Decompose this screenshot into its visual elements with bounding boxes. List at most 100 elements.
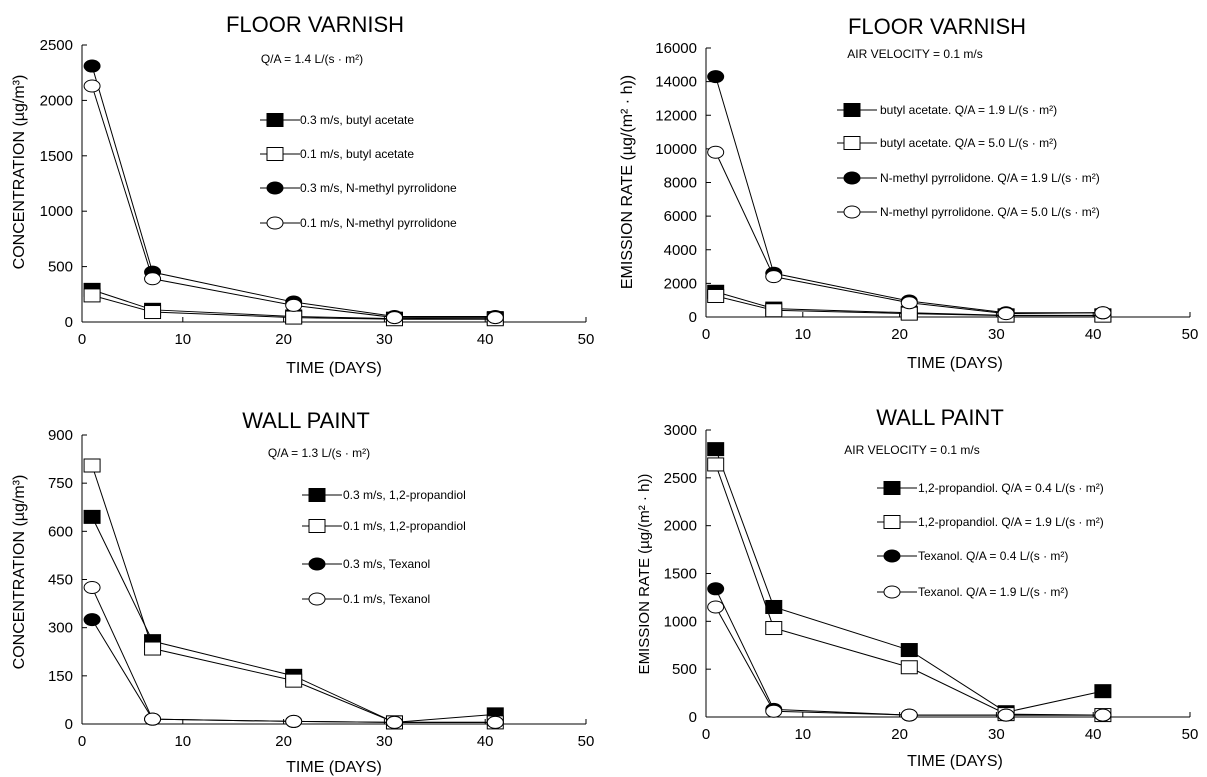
legend-marker [843, 171, 861, 185]
x-tick-label: 50 [578, 331, 595, 348]
x-tick-label: 40 [1085, 326, 1102, 343]
x-tick-label: 30 [988, 726, 1005, 743]
data-point [900, 643, 918, 658]
data-point [1094, 306, 1112, 320]
data-point [900, 660, 918, 675]
x-axis-label: TIME (DAYS) [286, 759, 382, 776]
data-point [997, 708, 1015, 722]
legend-label: 0.3 m/s, butyl acetate [300, 113, 414, 127]
y-tick-label: 300 [48, 620, 73, 637]
legend-marker [266, 113, 284, 127]
x-tick-label: 20 [891, 726, 908, 743]
y-tick-label: 12000 [655, 107, 697, 124]
y-tick-label: 1000 [40, 203, 73, 220]
legend-label: butyl acetate. Q/A = 1.9 L/(s · m²) [880, 103, 1057, 117]
y-tick-label: 150 [48, 668, 73, 685]
legend-label: butyl acetate. Q/A = 5.0 L/(s · m²) [880, 136, 1057, 150]
x-axis-label: TIME (DAYS) [907, 355, 1003, 372]
data-point [83, 509, 101, 524]
legend-label: Texanol. Q/A = 1.9 L/(s · m²) [918, 585, 1068, 599]
data-point [144, 641, 162, 656]
data-point [765, 704, 783, 718]
y-tick-label: 500 [48, 259, 73, 276]
data-point [765, 270, 783, 284]
data-point [486, 715, 504, 729]
data-point [83, 613, 101, 627]
legend-marker [308, 557, 326, 571]
y-tick-label: 0 [689, 709, 697, 726]
legend-marker [883, 481, 901, 495]
chart-subtitle: Q/A = 1.3 L/(s · m²) [268, 446, 370, 460]
legend-label: 0.3 m/s, Texanol [343, 557, 430, 571]
chart-subtitle: AIR VELOCITY = 0.1 m/s [847, 47, 983, 61]
chart-title: WALL PAINT [242, 408, 370, 433]
panel-wall-paint-emission: WALL PAINT AIR VELOCITY = 0.1 m/s TIME (… [636, 405, 1198, 770]
y-tick-label: 4000 [664, 242, 697, 259]
data-point [707, 288, 725, 303]
chart-subtitle: AIR VELOCITY = 0.1 m/s [844, 443, 980, 457]
legend-marker [883, 585, 901, 599]
data-point [707, 600, 725, 614]
data-point [707, 70, 725, 84]
y-tick-label: 14000 [655, 74, 697, 91]
x-axis-label: TIME (DAYS) [286, 360, 382, 377]
data-point [285, 298, 303, 312]
legend-marker [843, 205, 861, 219]
legend-marker [308, 592, 326, 606]
data-point [707, 145, 725, 159]
x-axis-label: TIME (DAYS) [907, 753, 1003, 770]
x-tick-label: 10 [794, 726, 811, 743]
x-tick-label: 10 [174, 733, 191, 750]
x-tick-label: 10 [174, 331, 191, 348]
legend-marker [308, 519, 326, 533]
x-tick-label: 50 [578, 733, 595, 750]
data-point [83, 458, 101, 473]
plot-area: 0 10 20 30 40 500500100015002000250030001,2-p… [664, 422, 1199, 743]
x-tick-label: 50 [1182, 326, 1199, 343]
data-point [285, 673, 303, 688]
x-tick-label: 20 [275, 331, 292, 348]
y-tick-label: 2500 [40, 37, 73, 54]
x-tick-label: 30 [988, 326, 1005, 343]
legend-label: N-methyl pyrrolidone. Q/A = 5.0 L/(s · m… [880, 205, 1100, 219]
legend-marker [843, 103, 861, 117]
y-tick-label: 6000 [664, 208, 697, 225]
data-point [486, 311, 504, 325]
x-tick-label: 0 [702, 726, 710, 743]
y-tick-label: 2000 [40, 92, 73, 109]
chart-title: FLOOR VARNISH [848, 14, 1026, 39]
y-tick-label: 450 [48, 572, 73, 589]
y-axis-label: CONCENTRATION (µg/m³) [11, 475, 28, 670]
data-point [285, 310, 303, 325]
y-tick-label: 1000 [664, 613, 697, 630]
y-tick-label: 2000 [664, 518, 697, 535]
legend-label: 0.1 m/s, 1,2-propandiol [343, 519, 466, 533]
y-axis-label: CONCENTRATION (µg/m³) [11, 75, 28, 270]
legend-label: 0.1 m/s, N-methyl pyrrolidone [300, 216, 457, 230]
y-axis-label: EMISSION RATE (µg/(m² · h)) [636, 474, 653, 675]
x-tick-label: 0 [78, 733, 86, 750]
x-tick-label: 50 [1182, 726, 1199, 743]
y-tick-label: 10000 [655, 141, 697, 158]
y-tick-label: 0 [65, 716, 73, 733]
legend-marker [308, 488, 326, 502]
data-point [707, 442, 725, 457]
y-tick-label: 0 [689, 309, 697, 326]
x-tick-label: 10 [794, 326, 811, 343]
series-line [91, 516, 496, 723]
data-point [997, 307, 1015, 321]
y-tick-label: 0 [65, 314, 73, 331]
legend-marker [883, 515, 901, 529]
y-tick-label: 3000 [664, 422, 697, 439]
y-axis-label: EMISSION RATE (µg/(m² · h)) [619, 75, 636, 289]
data-point [1094, 684, 1112, 699]
x-tick-label: 20 [275, 733, 292, 750]
legend-marker [266, 147, 284, 161]
legend-label: 1,2-propandiol. Q/A = 0.4 L/(s · m²) [918, 481, 1104, 495]
legend-label: 0.1 m/s, Texanol [343, 592, 430, 606]
x-tick-label: 40 [1085, 726, 1102, 743]
x-tick-label: 0 [78, 331, 86, 348]
y-tick-label: 1500 [40, 148, 73, 165]
